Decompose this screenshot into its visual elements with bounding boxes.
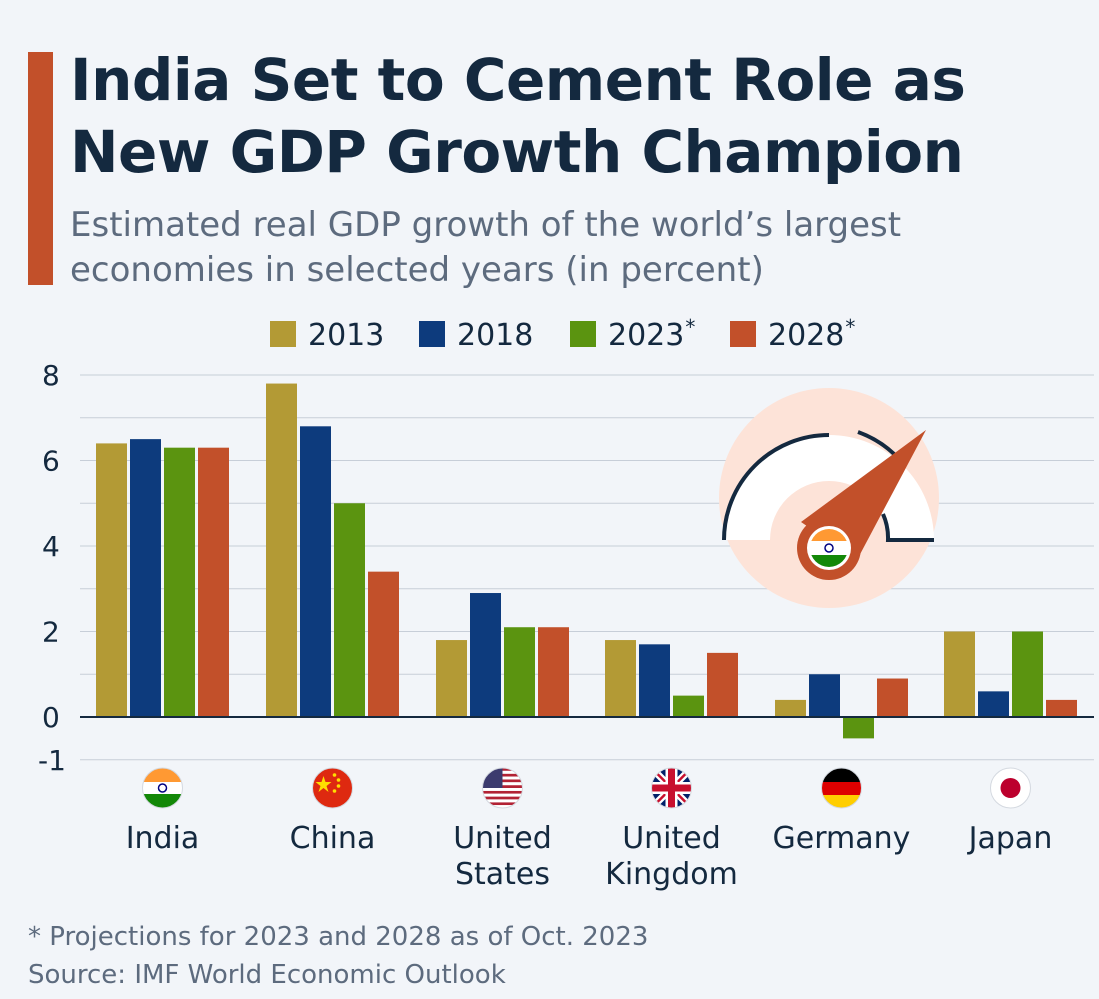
category-label-india-line1: India: [126, 821, 200, 856]
bar-japan-2023: [1012, 631, 1043, 717]
footnote: * Projections for 2023 and 2028 as of Oc…: [28, 922, 649, 952]
y-tick-label: 8: [42, 359, 60, 392]
y-tick-label: 2: [42, 616, 60, 649]
india-flag-icon: [142, 767, 183, 809]
category-label-china-line1: China: [290, 821, 376, 856]
bar-india-2018: [130, 439, 161, 717]
bar-united-states-2018: [470, 593, 501, 717]
legend-swatch-2018: [419, 321, 445, 347]
legend-swatch-2028: [730, 321, 756, 347]
legend-label-2018: 2018: [457, 318, 534, 353]
bars: [96, 383, 1077, 739]
bar-japan-2013: [944, 631, 975, 717]
bar-united-states-2023: [504, 627, 535, 717]
bar-united-states-2028: [538, 627, 569, 717]
legend-label-2023: 2023: [608, 318, 685, 353]
legend-star-2028: *: [845, 315, 856, 339]
bar-germany-2028: [877, 678, 908, 717]
category-label-united-kingdom-line2: Kingdom: [605, 857, 738, 892]
bar-india-2028: [198, 447, 229, 717]
category-label-united-kingdom-line1: United: [622, 821, 721, 856]
y-tick-label: -1: [38, 744, 66, 777]
bar-united-kingdom-2023: [673, 695, 704, 717]
legend-item-2023: 2023*: [570, 314, 695, 354]
bar-united-kingdom-2028: [707, 652, 738, 717]
chart-subtitle: Estimated real GDP growth of the world’s…: [70, 205, 902, 290]
category-label-united-states-line2: States: [455, 857, 550, 892]
speedometer-india-icon: [719, 388, 939, 608]
y-tick-label: 0: [42, 701, 60, 734]
us-flag-icon: [482, 767, 523, 809]
legend-swatch-2023: [570, 321, 596, 347]
bar-china-2013: [266, 383, 297, 717]
bar-united-states-2013: [436, 640, 467, 717]
category-label-japan-line1: Japan: [967, 821, 1053, 856]
bar-china-2018: [300, 426, 331, 717]
accent-bar: [28, 52, 53, 285]
legend: 2013 2018 2023* 2028*: [0, 314, 1099, 354]
china-flag-icon: [312, 767, 353, 809]
bar-india-2023: [164, 447, 195, 717]
bar-china-2028: [368, 571, 399, 717]
legend-star-2023: *: [685, 315, 696, 339]
grid-lines: [80, 374, 1094, 761]
category-label-germany-line1: Germany: [773, 821, 911, 856]
legend-label-2013: 2013: [308, 318, 385, 353]
japan-flag-icon: [990, 767, 1031, 809]
bar-united-kingdom-2013: [605, 640, 636, 717]
uk-flag-icon: [651, 767, 692, 809]
bar-germany-2023: [843, 717, 874, 739]
category-labels: India China UnitedStatesUnitedKingdomGerma…: [126, 767, 1053, 892]
bar-germany-2018: [809, 674, 840, 717]
y-tick-label: 6: [42, 445, 60, 478]
bar-united-kingdom-2018: [639, 644, 670, 717]
legend-label-2028: 2028: [768, 318, 845, 353]
legend-item-2028: 2028*: [730, 314, 855, 354]
legend-swatch-2013: [270, 321, 296, 347]
germany-flag-icon: [821, 767, 862, 809]
bar-china-2023: [334, 503, 365, 717]
bar-japan-2018: [978, 691, 1009, 717]
legend-item-2013: 2013: [270, 314, 385, 354]
bar-india-2013: [96, 443, 127, 717]
y-tick-label: 4: [42, 530, 60, 563]
category-label-united-states-line1: United: [453, 821, 552, 856]
source: Source: IMF World Economic Outlook: [28, 960, 506, 990]
legend-item-2018: 2018: [419, 314, 534, 354]
bar-germany-2013: [775, 699, 806, 717]
y-axis-ticks: 8 6 4 2 0 -1: [38, 359, 66, 777]
chart-title: India Set to Cement Role as New GDP Grow…: [70, 46, 966, 186]
bar-japan-2028: [1046, 699, 1077, 717]
